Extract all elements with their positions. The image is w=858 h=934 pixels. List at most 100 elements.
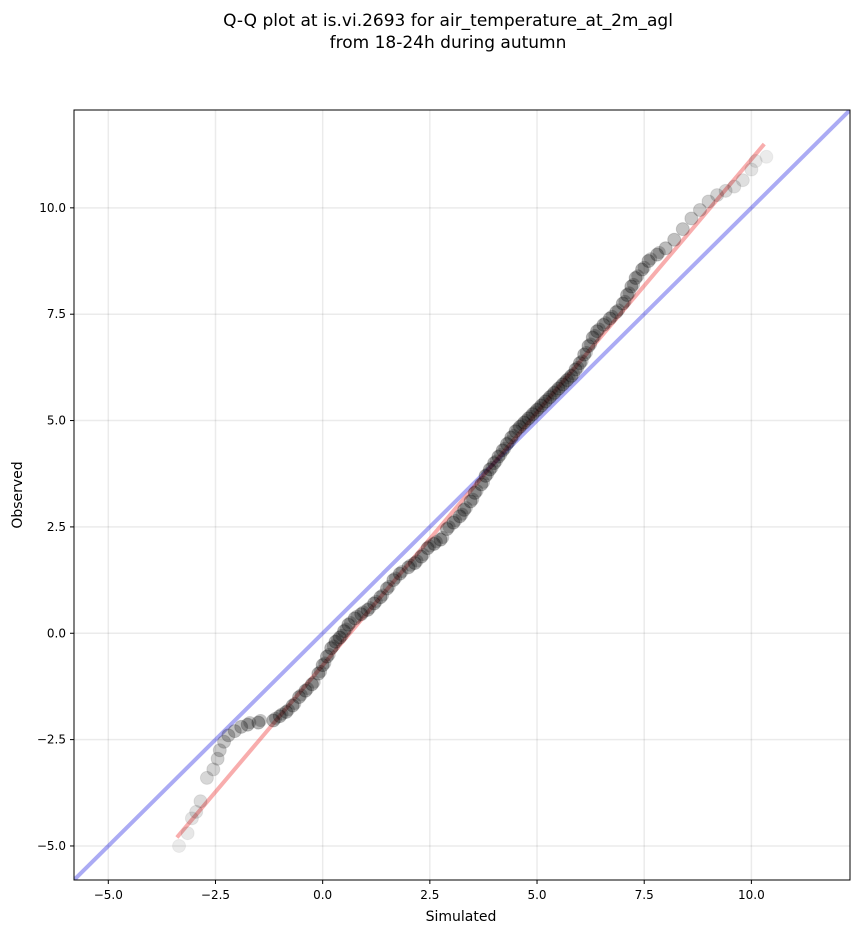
data-point-overlap-45: [449, 514, 463, 528]
data-point-40: [414, 549, 429, 564]
data-point-overlap-62: [528, 405, 542, 419]
data-point-overlap-55: [498, 441, 512, 455]
identity-reference-line: [74, 110, 850, 880]
data-point-0: [172, 838, 187, 853]
data-point-61: [521, 411, 536, 426]
data-point-29: [341, 617, 356, 632]
data-point-overlap-51: [481, 467, 495, 481]
data-point-overlap-59: [515, 418, 529, 432]
data-point-62: [525, 407, 540, 422]
data-point-85: [635, 262, 650, 277]
data-point-overlap-81: [618, 294, 632, 308]
data-point-30: [347, 611, 362, 626]
data-point-21: [304, 677, 319, 692]
data-point-overlap-34: [376, 588, 390, 602]
data-point-6: [206, 762, 221, 777]
data-point-94: [710, 188, 725, 203]
data-point-overlap-27: [335, 628, 349, 642]
data-point-overlap-33: [369, 594, 383, 608]
y-tick-label-3: 2.5: [47, 520, 66, 534]
data-point-overlap-82: [622, 286, 636, 300]
data-point-overlap-23: [318, 656, 332, 670]
data-point-overlap-80: [611, 303, 625, 317]
reference-lines: [74, 110, 850, 880]
data-point-8: [212, 743, 227, 758]
y-tick-label-2: 0.0: [47, 626, 66, 640]
data-point-overlap-53: [489, 454, 503, 468]
data-point-57: [504, 430, 519, 445]
data-point-22: [311, 666, 326, 681]
data-point-overlap-58: [511, 422, 525, 436]
data-point-100: [759, 149, 774, 164]
data-point-overlap-75: [584, 337, 598, 351]
x-tick-label-4: 5.0: [527, 888, 546, 902]
data-point-overlap-18: [288, 696, 302, 710]
data-point-overlap-40: [416, 548, 430, 562]
data-point-96: [727, 179, 742, 194]
data-point-overlap-22: [314, 665, 328, 679]
data-point-74: [577, 347, 592, 362]
data-point-23: [315, 658, 330, 673]
data-point-39: [407, 556, 422, 571]
data-point-43: [433, 532, 448, 547]
data-point-79: [602, 311, 617, 326]
data-point-59: [512, 419, 527, 434]
x-tick-label-0: −5.0: [94, 888, 123, 902]
x-tick-label-6: 10.0: [738, 888, 765, 902]
plot-area-frame: [73, 109, 851, 881]
data-point-overlap-28: [339, 622, 353, 636]
y-tick-label-5: 7.5: [47, 307, 66, 321]
data-point-overlap-26: [331, 633, 345, 647]
data-point-18: [285, 698, 300, 713]
data-point-overlap-84: [631, 269, 645, 283]
data-point-overlap-78: [599, 316, 613, 330]
fitted-regression-line: [175, 142, 766, 839]
data-point-overlap-24: [322, 648, 336, 662]
data-point-81: [615, 296, 630, 311]
data-point-60: [517, 415, 532, 430]
data-point-overlap-15: [269, 711, 283, 725]
data-point-overlap-77: [592, 322, 606, 336]
data-point-65: [538, 394, 553, 409]
data-point-overlap-41: [423, 539, 437, 553]
data-point-45: [446, 515, 461, 530]
y-tick-label-4: 5.0: [47, 414, 66, 428]
data-point-88: [658, 241, 673, 256]
data-point-5: [199, 770, 214, 785]
y-axis-label: Observed: [10, 461, 26, 528]
y-tick-label-1: −2.5: [37, 733, 66, 747]
data-point-4: [193, 794, 208, 809]
data-point-overlap-71: [566, 367, 580, 381]
data-point-35: [379, 581, 394, 596]
data-point-overlap-25: [326, 639, 340, 653]
data-point-overlap-52: [485, 460, 499, 474]
data-point-9: [217, 734, 232, 749]
data-point-84: [628, 271, 643, 286]
data-point-overlap-38: [404, 558, 418, 572]
y-axis-ticks: −5.0 −2.5 0.0 2.5 5.0 7.5 10.0: [37, 201, 74, 853]
data-point-overlap-20: [301, 682, 315, 696]
data-point-overlap-72: [571, 360, 585, 374]
data-point-67: [547, 385, 562, 400]
data-point-overlap-43: [436, 531, 450, 545]
data-point-48: [463, 494, 478, 509]
data-point-15: [266, 713, 281, 728]
data-point-83: [624, 279, 639, 294]
data-point-71: [564, 368, 579, 383]
data-point-overlap-35: [382, 579, 396, 593]
data-point-overlap-16: [275, 707, 289, 721]
data-point-overlap-69: [558, 375, 572, 389]
data-point-1: [180, 826, 195, 841]
data-point-overlap-37: [395, 565, 409, 579]
data-point-90: [675, 222, 690, 237]
data-point-overlap-76: [588, 328, 602, 342]
data-point-overlap-17: [281, 703, 295, 717]
data-point-97: [735, 173, 750, 188]
data-point-44: [439, 522, 454, 537]
data-point-overlap-47: [459, 501, 473, 515]
data-point-47: [457, 502, 472, 517]
data-point-52: [482, 462, 497, 477]
data-point-20: [298, 683, 313, 698]
data-point-overlap-83: [626, 277, 640, 291]
data-point-overlap-61: [524, 409, 538, 423]
